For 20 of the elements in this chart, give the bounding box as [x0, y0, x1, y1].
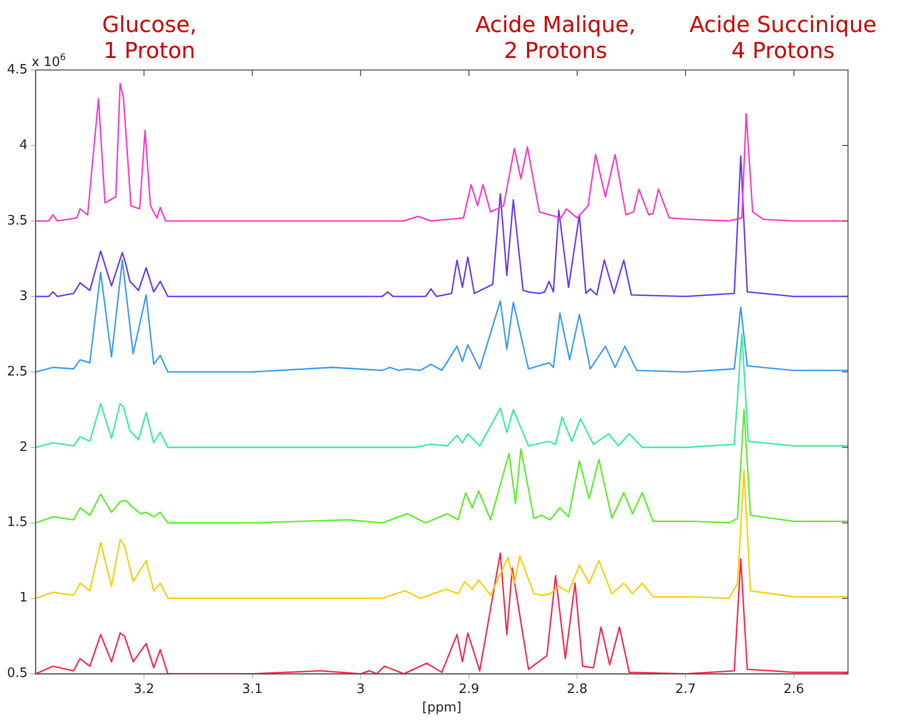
- x-tick-label: 2.9: [458, 682, 480, 697]
- y-tick-label: 0.5: [6, 666, 28, 682]
- x-tick-label: 2.7: [675, 682, 696, 697]
- y-tick-label: 1: [19, 590, 28, 606]
- text: Acide Succinique 4 Protons: [689, 13, 877, 64]
- y-tick-label: 2: [19, 440, 28, 455]
- text: Acide Malique, 2 Protons: [475, 13, 636, 64]
- y-tick-label: 1.5: [6, 515, 28, 530]
- text: Glucose, 1 Proton: [102, 13, 197, 64]
- y-tick-label: 2.5: [6, 364, 28, 380]
- x-tick-label: 3.1: [242, 682, 263, 697]
- x-tick-label: 2.8: [566, 682, 588, 697]
- y-tick-label: 4.5: [6, 62, 28, 78]
- x-tick-label: 2.6: [784, 682, 804, 697]
- y-tick-label: 4: [19, 138, 28, 153]
- y-tick-label: 3: [19, 288, 28, 304]
- x-axis-title: [ppm]: [422, 700, 462, 716]
- x-tick-label: 3: [356, 682, 365, 697]
- x-tick-label: 3.2: [134, 682, 154, 697]
- y-tick-label: 3.5: [6, 213, 28, 228]
